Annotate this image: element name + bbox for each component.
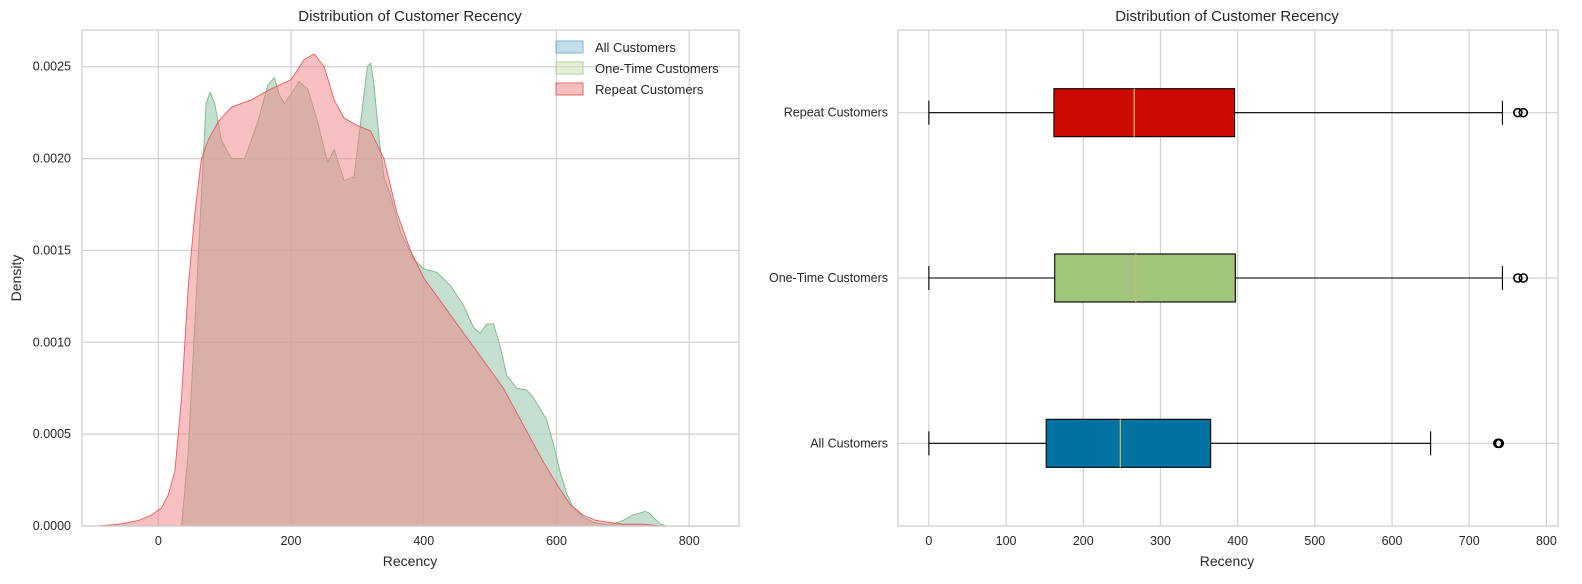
outlier-point	[1518, 273, 1529, 283]
outlier-point	[1513, 107, 1523, 118]
box-iqr	[1054, 253, 1236, 303]
boxplot-category-label-repeat-customers: Repeat Customers	[784, 106, 888, 120]
density-plot-frame	[81, 29, 740, 527]
boxplot-x-axis-label: Recency	[1200, 553, 1254, 569]
density-y-tick-label: 0.0025	[33, 60, 71, 74]
density-y-tick-label: 0.0010	[33, 335, 71, 349]
density-y-axis-label: Density	[8, 255, 24, 302]
boxplot-x-tick-label: 700	[1459, 534, 1480, 548]
density-y-tick-label: 0.0020	[33, 152, 71, 166]
density-x-tick-label: 800	[679, 534, 700, 548]
density-chart-title: Distribution of Customer Recency	[298, 8, 522, 25]
legend-swatch-all-customers	[555, 40, 584, 54]
boxplot-category-label-one-time-customers: One-Time Customers	[769, 271, 888, 285]
legend-label-repeat-customers: Repeat Customers	[595, 82, 704, 97]
outlier-point	[1513, 273, 1523, 283]
legend-swatch-repeat-customers	[555, 82, 584, 96]
boxplot-x-tick-label: 800	[1536, 534, 1557, 548]
density-y-ticks: 0.0000 0.0005 0.0010 0.0015 0.0020 0.0025	[33, 60, 71, 533]
boxplot-category-label-all-customers: All Customers	[810, 436, 888, 450]
legend-swatch-one-time-customers	[555, 61, 584, 75]
boxplot-chart: 0 100 200 300 400 500 600 700 800 All Customers O…	[769, 8, 1559, 569]
density-chart: 0 200 400 600 800 0.00000.00050.00100.00150.…	[8, 8, 740, 569]
box-iqr	[1053, 88, 1236, 138]
legend-label-one-time-customers: One-Time Customers	[595, 61, 719, 76]
density-y-tick-label: 0.0000	[33, 519, 71, 533]
box-repeat-customers	[928, 88, 1529, 138]
box-iqr	[1045, 418, 1212, 468]
density-y-tick-label: 0.0015	[33, 243, 71, 257]
density-x-tick-label: 400	[413, 534, 434, 548]
boxplot-x-tick-label: 100	[996, 534, 1017, 548]
density-area-repeat-customers	[98, 53, 710, 527]
boxplot-plot-frame	[897, 29, 1559, 527]
outlier-point	[1494, 438, 1505, 449]
boxplot-x-tick-label: 500	[1304, 534, 1325, 548]
boxplot-x-tick-label: 400	[1227, 534, 1248, 548]
density-x-tick-label: 600	[546, 534, 567, 548]
box-one-time-customers	[928, 253, 1529, 303]
boxplot-x-tick-label: 600	[1382, 534, 1403, 548]
boxplot-x-ticks: 0 100 200 300 400 500 600 700 800	[925, 534, 1556, 548]
boxplot-x-tick-label: 300	[1150, 534, 1171, 548]
density-x-tick-label: 200	[281, 534, 302, 548]
boxplot-category-labels: All Customers One-Time Customers Repeat Cu…	[769, 106, 888, 451]
legend-label-all-customers: All Customers	[595, 40, 676, 55]
density-y-tick-label: 0.0005	[33, 427, 71, 441]
boxplot-chart-title: Distribution of Customer Recency	[1115, 8, 1339, 25]
density-x-ticks: 0 200 400 600 800	[155, 534, 700, 548]
boxplot-x-tick-label: 0	[925, 534, 932, 548]
density-legend: All Customers One-Time Customers Repeat …	[555, 40, 719, 97]
boxplot-boxes	[928, 88, 1529, 468]
box-all-customers	[928, 418, 1505, 468]
density-areas	[98, 53, 710, 527]
density-x-tick-label: 0	[155, 534, 162, 548]
density-x-axis-label: Recency	[383, 553, 437, 569]
outlier-point	[1518, 107, 1529, 118]
boxplot-x-tick-label: 200	[1073, 534, 1094, 548]
